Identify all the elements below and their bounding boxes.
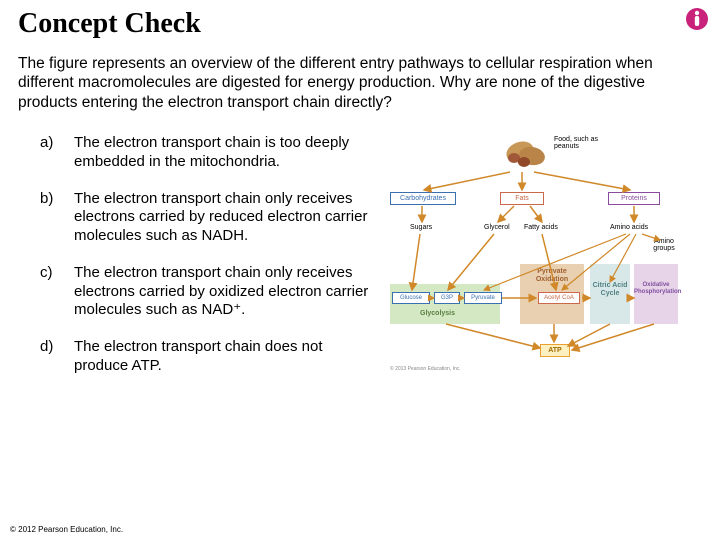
question-text: The figure represents an overview of the… — [18, 54, 658, 112]
answer-text: The electron transport chain only receiv… — [74, 264, 380, 320]
figure-copyright: © 2013 Pearson Education, Inc. — [390, 366, 461, 372]
answer-text: The electron transport chain only receiv… — [74, 190, 380, 246]
answer-letter: c) — [40, 264, 58, 320]
slide-copyright: © 2012 Pearson Education, Inc. — [10, 525, 123, 534]
pathway-diagram: Food, such as peanuts Carbohydrates Fats… — [390, 134, 680, 394]
answer-b: b) The electron transport chain only rec… — [40, 190, 380, 246]
answer-list: a) The electron transport chain is too d… — [18, 134, 380, 394]
answer-text: The electron transport chain does not pr… — [74, 338, 380, 376]
answer-c: c) The electron transport chain only rec… — [40, 264, 380, 320]
answer-d: d) The electron transport chain does not… — [40, 338, 380, 376]
diagram-arrows — [390, 134, 680, 374]
answer-text: The electron transport chain is too deep… — [74, 134, 380, 172]
answer-a: a) The electron transport chain is too d… — [40, 134, 380, 172]
slide-title: Concept Check — [18, 8, 702, 40]
answer-letter: d) — [40, 338, 58, 376]
answer-letter: b) — [40, 190, 58, 246]
publisher-logo — [684, 6, 710, 37]
answer-letter: a) — [40, 134, 58, 172]
